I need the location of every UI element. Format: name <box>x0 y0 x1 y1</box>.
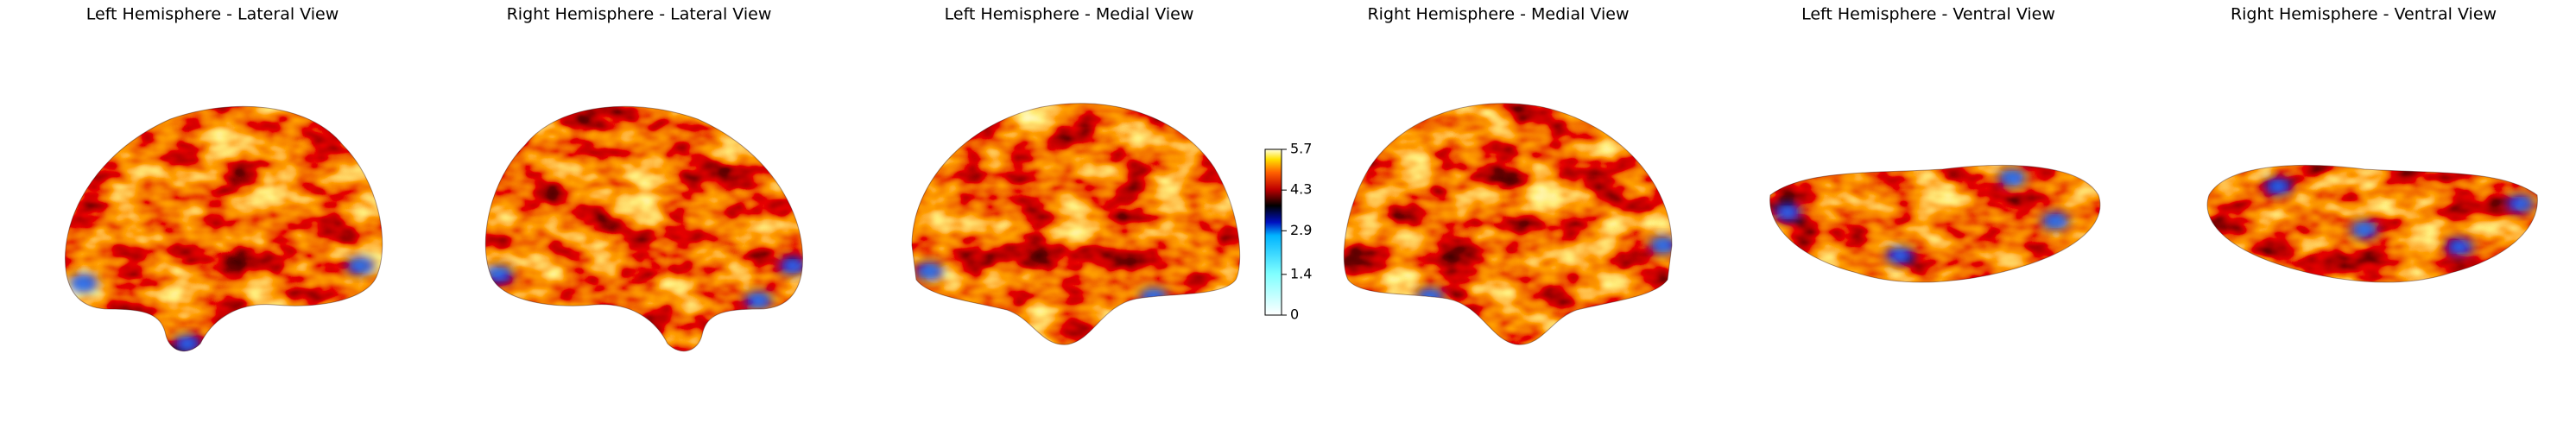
brain-surface <box>484 105 803 352</box>
panel-title: Left Hemisphere - Ventral View <box>1801 5 2055 24</box>
colorbar-tick-label: 4.3 <box>1290 181 1312 198</box>
colorbar-tick-label: 2.9 <box>1290 222 1312 238</box>
brain-surface <box>65 105 383 352</box>
colorbar-tick-label: 1.4 <box>1290 265 1312 281</box>
panel-title: Right Hemisphere - Ventral View <box>2231 5 2497 24</box>
panel-title: Left Hemisphere - Lateral View <box>86 5 339 24</box>
colorbar <box>1264 148 1282 316</box>
brain-surface <box>1769 164 2101 283</box>
panel-title: Left Hemisphere - Medial View <box>945 5 1194 24</box>
colorbar-tick-label: 5.7 <box>1290 141 1312 157</box>
brain-surface <box>2206 164 2538 283</box>
brain-surface <box>911 103 1241 345</box>
panel-title: Right Hemisphere - Lateral View <box>507 5 772 24</box>
colorbar-tick-label: 0 <box>1290 306 1299 323</box>
panel-title: Right Hemisphere - Medial View <box>1367 5 1629 24</box>
brain-surface <box>1343 103 1673 345</box>
